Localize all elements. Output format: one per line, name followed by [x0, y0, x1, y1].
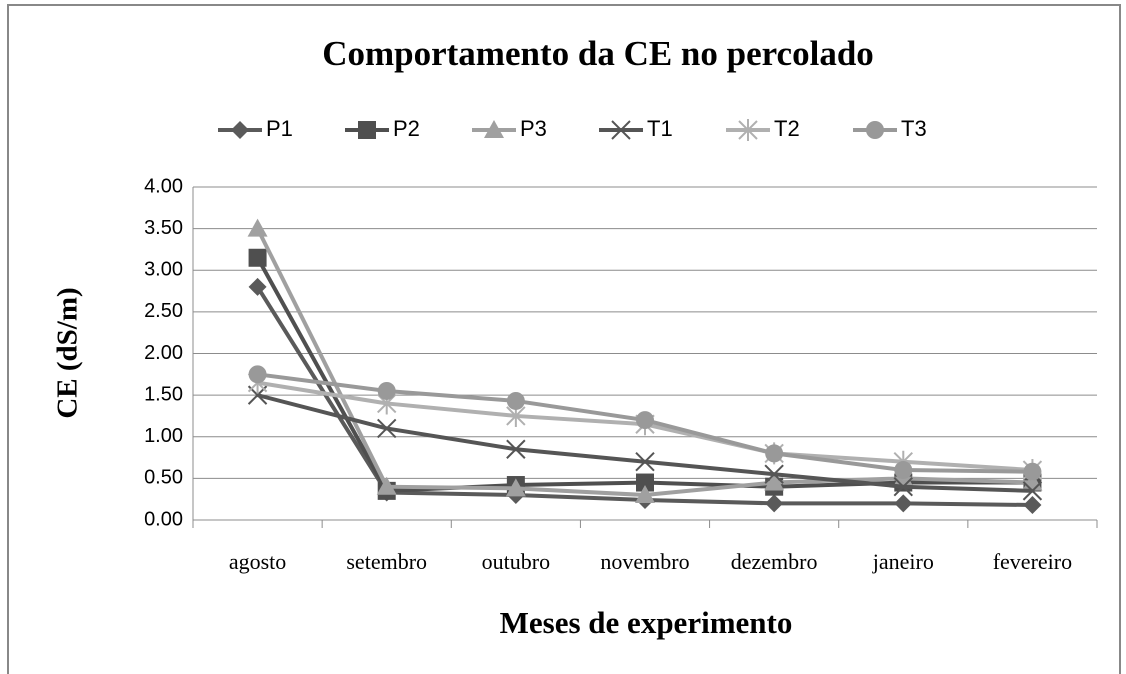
y-tick-label: 3.00	[144, 259, 183, 281]
x-tick-label: fevereiro	[993, 549, 1072, 574]
data-point	[506, 391, 525, 410]
data-point	[636, 411, 654, 430]
legend-label: T2	[774, 116, 800, 141]
x-tick-label: dezembro	[731, 549, 818, 574]
chart-border	[7, 4, 1121, 674]
data-point	[377, 381, 396, 400]
data-point	[635, 452, 655, 472]
y-axis-label: CE (dS/m)	[52, 287, 84, 418]
data-point	[505, 478, 526, 497]
data-point	[635, 485, 655, 504]
legend-label: P1	[266, 116, 293, 141]
x-tick-label: outubro	[482, 549, 550, 574]
legend-marker	[866, 121, 884, 139]
y-tick-label: 0.50	[144, 467, 183, 489]
data-point	[377, 418, 397, 439]
x-tick-label: janeiro	[872, 549, 934, 574]
chart-title: Comportamento da CE no percolado	[322, 34, 874, 73]
data-point	[1023, 462, 1042, 481]
data-point	[248, 365, 267, 384]
data-point	[764, 472, 785, 491]
data-point	[248, 277, 267, 296]
legend-label: T3	[901, 116, 927, 141]
y-tick-label: 1.00	[144, 425, 183, 447]
data-point	[764, 464, 784, 484]
legend-label: T1	[647, 116, 673, 141]
x-tick-label: agosto	[229, 549, 286, 574]
data-point	[893, 476, 913, 497]
data-point	[765, 444, 784, 463]
y-tick-label: 1.50	[144, 383, 183, 405]
data-point	[765, 494, 784, 513]
y-tick-label: 2.50	[144, 300, 183, 322]
legend-marker	[231, 121, 249, 139]
data-point	[636, 473, 654, 492]
legend-label: P2	[393, 116, 420, 141]
legend-label: P3	[520, 116, 547, 141]
y-tick-label: 2.00	[144, 342, 183, 364]
x-tick-label: setembro	[346, 549, 427, 574]
data-point	[1023, 496, 1042, 515]
x-tick-label: novembro	[600, 549, 689, 574]
legend-marker	[484, 120, 504, 138]
y-tick-label: 4.00	[144, 175, 183, 197]
y-tick-label: 3.50	[144, 217, 183, 239]
data-point	[894, 461, 913, 480]
data-point	[376, 476, 397, 495]
legend-marker	[738, 119, 758, 141]
legend-marker	[611, 120, 631, 140]
data-point	[1022, 481, 1043, 501]
data-point	[506, 439, 526, 459]
data-point	[894, 494, 913, 513]
legend-marker	[358, 121, 376, 139]
data-point	[248, 248, 267, 267]
y-tick-label: 0.00	[144, 508, 183, 530]
x-axis-label: Meses de experimento	[500, 605, 793, 640]
data-point	[247, 218, 268, 237]
